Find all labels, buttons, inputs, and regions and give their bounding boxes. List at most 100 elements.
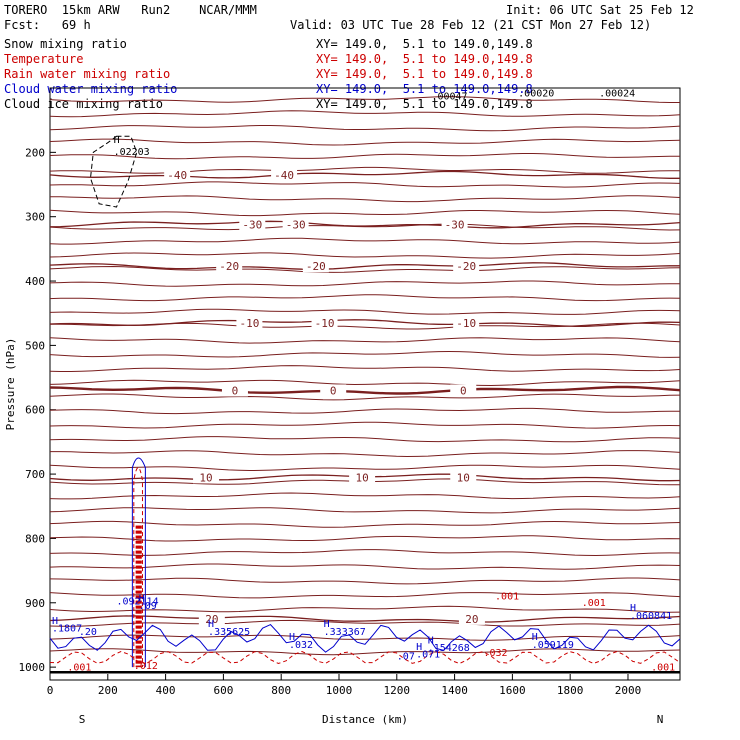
legend-snow-label: Snow mixing ratio [4, 37, 127, 51]
isotherm-labelled-line [49, 262, 680, 270]
cloud-water-max-marker: H [532, 632, 538, 643]
cloud-water-band [49, 623, 681, 653]
isotherm-line [49, 308, 681, 315]
cloud-water-max-marker: H [208, 619, 214, 630]
x-tick-label: 800 [271, 684, 291, 697]
isotherm-line [49, 563, 681, 570]
cloud-water-label: .20 [79, 627, 97, 638]
x-tick-label: 1000 [326, 684, 353, 697]
x-tick-label: 2000 [615, 684, 642, 697]
isotherm-label-bg [239, 218, 266, 231]
isotherm-labelled-line [49, 319, 681, 327]
cloud-water-max-value: .154268 [428, 643, 470, 654]
y-axis-label: Pressure (hPa) [4, 338, 17, 431]
isotherm-line [49, 237, 681, 245]
isotherm-line [49, 110, 681, 118]
isotherm-line [49, 605, 681, 613]
snow-max-marker: H [114, 135, 120, 146]
isotherm-line [49, 138, 681, 146]
isotherm-label: 10 [355, 471, 368, 484]
ice-max-value: .00024 [599, 88, 635, 99]
isotherm-line [49, 365, 681, 372]
rain-label: .032 [483, 648, 507, 659]
legend-rain-xy: XY= 149.0, 5.1 to 149.0,149.8 [316, 67, 533, 81]
isotherm-line [49, 280, 680, 287]
x-axis-label: Distance (km) [322, 713, 408, 726]
cloud-water-max-value: .09 [139, 601, 157, 612]
isotherm-label: -10 [315, 317, 335, 330]
legend-temp-label: Temperature [4, 52, 84, 66]
isotherm-label-bg [320, 384, 347, 397]
isotherm-label: -20 [219, 260, 239, 273]
isotherm-labelled-line [49, 220, 681, 229]
isotherm-label: 10 [457, 471, 470, 484]
isotherm-label: 20 [465, 613, 478, 626]
isotherm-labelled-line [49, 615, 681, 623]
isotherm-label-bg [164, 168, 191, 181]
isotherm-label-bg [282, 218, 309, 231]
isotherm-label-bg [216, 260, 243, 273]
isotherm-line [49, 634, 681, 641]
isotherm-line [49, 252, 681, 259]
isotherm-label: 20 [205, 613, 218, 626]
cloud-water-max-value: .071 [416, 649, 440, 660]
isotherm-line [50, 195, 681, 203]
isotherm-line [49, 549, 681, 557]
isotherm-line [49, 96, 680, 103]
x-tick-label: 1600 [499, 684, 526, 697]
isotherm-line [49, 223, 681, 231]
rain-label: .001 [67, 662, 91, 673]
isotherm-line [49, 421, 681, 429]
isotherm-label-bg [453, 260, 480, 273]
legend-rain-label: Rain water mixing ratio [4, 67, 171, 81]
isotherm-label-bg [458, 612, 485, 625]
x-end-label-north: N [657, 713, 664, 726]
x-tick-label: 600 [213, 684, 233, 697]
isotherm-line [49, 436, 681, 443]
cloud-water-max-marker: H [289, 632, 295, 643]
cloud-water-max-marker: H [324, 619, 330, 630]
isotherm-line [49, 350, 681, 358]
isotherm-label: 0 [330, 384, 337, 397]
cloud-water-max-marker: H [139, 593, 145, 604]
isotherm-label-bg [450, 471, 477, 484]
isotherm-label: -10 [456, 317, 476, 330]
isotherm-label: -40 [274, 169, 294, 182]
y-tick-label: 800 [25, 532, 45, 545]
isotherm-label-bg [349, 471, 376, 484]
cloud-water-max-value: .032 [289, 640, 313, 651]
isotherm-label-bg [271, 168, 298, 181]
x-end-label-south: S [79, 713, 86, 726]
y-tick-label: 200 [25, 146, 45, 159]
isotherm-line [50, 450, 681, 458]
isotherm-line [49, 619, 681, 627]
isotherm-line [49, 294, 681, 302]
ice-max-value: .00047 [431, 92, 467, 103]
header-valid: Valid: 03 UTC Tue 28 Feb 12 (21 CST Mon … [290, 18, 652, 32]
cloud-water-max-value: .1807 [52, 624, 82, 635]
legend-temp-xy: XY= 149.0, 5.1 to 149.0,149.8 [316, 52, 533, 66]
isotherm-line [49, 648, 681, 656]
isotherm-labelled-line [49, 170, 680, 179]
isotherm-label: -30 [445, 218, 465, 231]
snow-max-value: .02203 [114, 147, 150, 158]
isotherm-line [49, 166, 681, 174]
isotherm-line [49, 492, 681, 500]
isotherm-line [49, 393, 681, 401]
y-tick-label: 600 [25, 404, 45, 417]
cloud-water-max-value: .060841 [630, 611, 672, 622]
isotherm-label-bg [453, 316, 480, 329]
isotherm-line [49, 535, 681, 542]
isotherm-labelled-line [49, 385, 681, 395]
isotherm-label: -30 [286, 218, 306, 231]
isotherm-label: -40 [167, 169, 187, 182]
isotherm-line [49, 337, 681, 344]
isotherm-line [49, 577, 681, 585]
cloud-water-max-marker: H [416, 642, 422, 653]
isotherm-label-bg [198, 612, 225, 625]
isotherm-label: 0 [232, 384, 239, 397]
header-init: Init: 06 UTC Sat 25 Feb 12 [506, 3, 694, 17]
cloud-water-max-marker: H [630, 603, 636, 614]
x-tick-label: 400 [156, 684, 176, 697]
